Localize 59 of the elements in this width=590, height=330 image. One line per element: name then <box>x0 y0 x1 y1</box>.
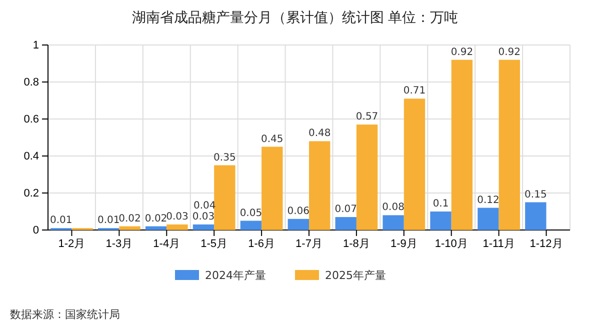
data-label: 0.03 <box>166 211 188 222</box>
y-tick-label: 0.6 <box>24 114 39 126</box>
legend-label: 2025年产量 <box>325 269 386 282</box>
bar <box>451 60 473 230</box>
bar <box>192 224 214 230</box>
data-label: 0.05 <box>240 208 262 219</box>
bar <box>145 226 167 230</box>
y-tick-label: 0.8 <box>24 76 39 89</box>
x-tick-label: 1-3月 <box>106 238 133 250</box>
bar <box>119 226 140 230</box>
data-label: 0.03 <box>192 211 215 222</box>
bar <box>214 165 236 230</box>
data-label: 0.12 <box>477 194 500 206</box>
x-tick-label: 1-5月 <box>200 238 228 250</box>
x-tick-label: 1-6月 <box>248 238 275 250</box>
data-label: 0.57 <box>356 112 378 123</box>
bar <box>498 60 520 230</box>
bar <box>525 202 546 230</box>
y-tick-label: 1 <box>32 40 39 52</box>
x-tick-label: 1-4月 <box>153 238 180 250</box>
bar <box>478 208 499 230</box>
bar <box>430 212 452 230</box>
data-label: 0.48 <box>308 128 331 140</box>
bar <box>309 141 330 230</box>
bar <box>262 146 283 230</box>
bar <box>166 224 188 230</box>
data-label: 0.02 <box>144 213 168 224</box>
x-tick-label: 1-10月 <box>434 238 468 250</box>
data-label: 0.45 <box>261 134 284 145</box>
y-tick-label: 0.4 <box>24 150 39 163</box>
x-tick-label: 1-7月 <box>296 238 322 250</box>
x-tick-label: 1-8月 <box>343 238 370 250</box>
data-label: 0.35 <box>214 152 236 164</box>
x-tick-label: 1-2月 <box>58 238 86 250</box>
bar <box>240 220 262 230</box>
bar <box>288 218 309 230</box>
data-label: 0.07 <box>334 204 357 216</box>
bar <box>404 98 426 230</box>
bar <box>335 217 356 230</box>
data-label: 0.15 <box>524 189 547 200</box>
data-label: 0.92 <box>498 46 521 58</box>
y-tick-label: 0.2 <box>24 188 39 200</box>
x-tick-label: 1-12月 <box>530 238 563 250</box>
legend-label: 2024年产量 <box>205 269 266 282</box>
data-label: 0.01 <box>97 215 120 226</box>
x-tick-label: 1-11月 <box>482 238 515 250</box>
y-tick-label: 0 <box>32 224 39 237</box>
x-tick-label: 1-9月 <box>390 238 418 250</box>
bar <box>382 215 404 230</box>
data-label: 0.06 <box>287 206 310 217</box>
chart-title: 湖南省成品糖产量分月（累计值）统计图 单位：万吨 <box>132 10 458 26</box>
data-label: 0.01 <box>50 215 72 226</box>
data-label: 0.71 <box>403 86 426 97</box>
data-label: 0.92 <box>450 46 474 58</box>
source-note: 数据来源：国家统计局 <box>10 308 120 321</box>
data-label: 0.08 <box>382 202 404 214</box>
data-label: 0.02 <box>118 213 141 224</box>
bar <box>356 124 378 230</box>
data-label: 0.1 <box>432 198 449 210</box>
